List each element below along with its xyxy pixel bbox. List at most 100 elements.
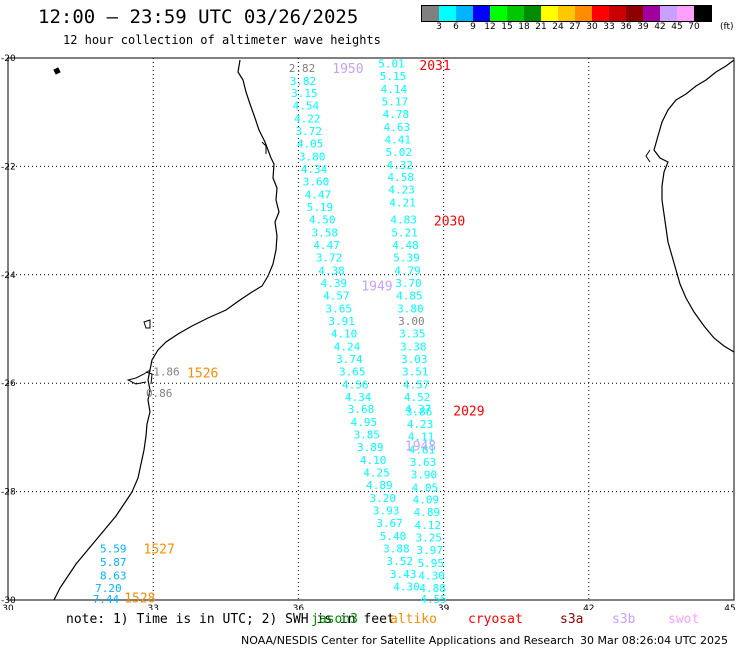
color-swatch bbox=[422, 6, 439, 21]
swh-value: 3.80 bbox=[299, 151, 326, 164]
swh-value: 3.20 bbox=[370, 492, 397, 505]
color-swatch bbox=[626, 6, 643, 21]
map-frame bbox=[7, 57, 735, 601]
satellite-cryosat: cryosat bbox=[468, 612, 523, 627]
swh-value: 4.05 bbox=[412, 481, 439, 494]
swh-value: 4.24 bbox=[334, 340, 361, 353]
color-swatch bbox=[575, 6, 592, 21]
color-swatch bbox=[592, 6, 609, 21]
swh-value: 3.03 bbox=[401, 353, 428, 366]
page-subtitle: 12 hour collection of altimeter wave hei… bbox=[63, 33, 381, 47]
swh-value: 4.30 bbox=[418, 570, 445, 583]
satellite-s3a: s3a bbox=[560, 612, 584, 627]
swh-value: 3.15 bbox=[291, 87, 318, 100]
swh-value: 5.19 bbox=[307, 201, 334, 214]
madagascar-coastline bbox=[653, 59, 735, 353]
swh-value: 7.20 bbox=[95, 582, 122, 595]
swh-value: 3.80 bbox=[397, 302, 424, 315]
color-swatch bbox=[541, 6, 558, 21]
swh-value: 4.41 bbox=[385, 133, 412, 146]
swh-value: 1.86 bbox=[153, 365, 180, 378]
swh-value: 4.38 bbox=[318, 264, 345, 277]
inhaca-island bbox=[145, 371, 153, 385]
swh-value: 5.15 bbox=[380, 70, 407, 83]
swh-value: 5.02 bbox=[386, 146, 413, 159]
swh-value: 3.72 bbox=[316, 251, 343, 264]
swh-value: 5.39 bbox=[393, 251, 420, 264]
latitude-label: -20 bbox=[1, 54, 16, 64]
swh-value: 4.52 bbox=[404, 391, 431, 404]
african-coastline bbox=[53, 59, 280, 601]
swh-value: 3.90 bbox=[411, 468, 438, 481]
color-swatch bbox=[490, 6, 507, 21]
swh-value: 4.85 bbox=[396, 289, 423, 302]
swh-value: 3.88 bbox=[383, 543, 410, 556]
color-scale-label: 39 bbox=[637, 22, 649, 32]
swh-value: 4.12 bbox=[415, 519, 442, 532]
color-scale-label: 30 bbox=[586, 22, 598, 32]
satellite-jason3: jason3 bbox=[311, 612, 358, 627]
color-scale-label: 3 bbox=[436, 22, 442, 32]
color-swatch bbox=[694, 6, 711, 21]
longitude-label: 45 bbox=[724, 604, 735, 610]
color-scale-unit: (ft) bbox=[720, 22, 734, 32]
swh-value: 5.21 bbox=[391, 227, 418, 240]
longitude-label: 36 bbox=[293, 604, 305, 610]
altimeter-map: 1950 2031 2030 1949 1526 2029 1948 1527 1528 2.8… bbox=[1, 54, 736, 610]
color-scale bbox=[421, 5, 712, 22]
swh-value: 4.30 bbox=[393, 580, 420, 593]
swh-value: 4.61 bbox=[409, 443, 436, 456]
swh-value: 3.60 bbox=[303, 176, 330, 189]
pass-time-label: 2029 bbox=[453, 404, 484, 419]
swh-value: 3.85 bbox=[354, 429, 381, 442]
longitude-label: 30 bbox=[2, 604, 14, 610]
latitude-label: -24 bbox=[1, 271, 16, 281]
color-swatch bbox=[558, 6, 575, 21]
color-scale-label: 21 bbox=[535, 22, 547, 32]
swh-value: 4.78 bbox=[383, 108, 410, 121]
swh-value: 3.51 bbox=[402, 365, 429, 378]
swh-value: 4.50 bbox=[309, 214, 336, 227]
credit-line: NOAA/NESDIS Center for Satellite Applica… bbox=[241, 634, 575, 647]
color-scale-label: 70 bbox=[688, 22, 700, 32]
swh-value: 4.89 bbox=[366, 479, 393, 492]
swh-value: 4.39 bbox=[321, 277, 348, 290]
swh-value: 3.70 bbox=[395, 277, 422, 290]
madagascar-inlet bbox=[645, 149, 651, 163]
swh-value: 3.82 bbox=[290, 75, 317, 88]
swh-values: 2.823.823.154.544.223.724.053.804.343.60… bbox=[93, 57, 447, 605]
color-scale-label: 12 bbox=[484, 22, 496, 32]
swh-value: 3.93 bbox=[373, 505, 400, 518]
swh-value: 3.72 bbox=[295, 125, 322, 138]
delagoa-bay bbox=[126, 369, 151, 385]
latitude-label: -22 bbox=[1, 162, 16, 172]
pass-time-label: 1950 bbox=[332, 62, 363, 77]
swh-value: 3.67 bbox=[376, 517, 403, 530]
color-swatch bbox=[439, 6, 456, 21]
color-scale-label: 18 bbox=[518, 22, 530, 32]
color-scale-label: 36 bbox=[620, 22, 632, 32]
color-scale-label: 24 bbox=[552, 22, 564, 32]
color-swatch bbox=[473, 6, 490, 21]
swh-value: 5.17 bbox=[382, 95, 409, 108]
longitude-label: 39 bbox=[438, 604, 450, 610]
map-grid bbox=[8, 58, 734, 600]
color-swatch bbox=[660, 6, 677, 21]
latitude-label: -28 bbox=[1, 488, 16, 498]
swh-value: 4.89 bbox=[414, 506, 441, 519]
small-island bbox=[143, 319, 151, 329]
swh-value: 3.52 bbox=[386, 555, 413, 568]
swh-value: 4.79 bbox=[394, 264, 421, 277]
swh-value: 4.57 bbox=[323, 289, 350, 302]
axis-labels: 30 33 36 39 42 45 -20 -22 -24 -26 -28 -30 bbox=[1, 54, 736, 610]
pass-time-label: 1948 bbox=[405, 440, 436, 455]
color-swatch bbox=[456, 6, 473, 21]
swh-value: 4.47 bbox=[305, 189, 332, 202]
latitude-label: -30 bbox=[1, 596, 16, 606]
swh-value: 4.56 bbox=[342, 378, 369, 391]
swh-value: 3.68 bbox=[348, 403, 375, 416]
swh-value: 4.83 bbox=[390, 214, 417, 227]
color-scale-label: 6 bbox=[453, 22, 459, 32]
color-scale-labels: 3 6 9 12 15 18 21 24 27 30 33 36 39 42 45 70 bbox=[421, 22, 740, 34]
swh-value: 4.09 bbox=[413, 494, 440, 507]
